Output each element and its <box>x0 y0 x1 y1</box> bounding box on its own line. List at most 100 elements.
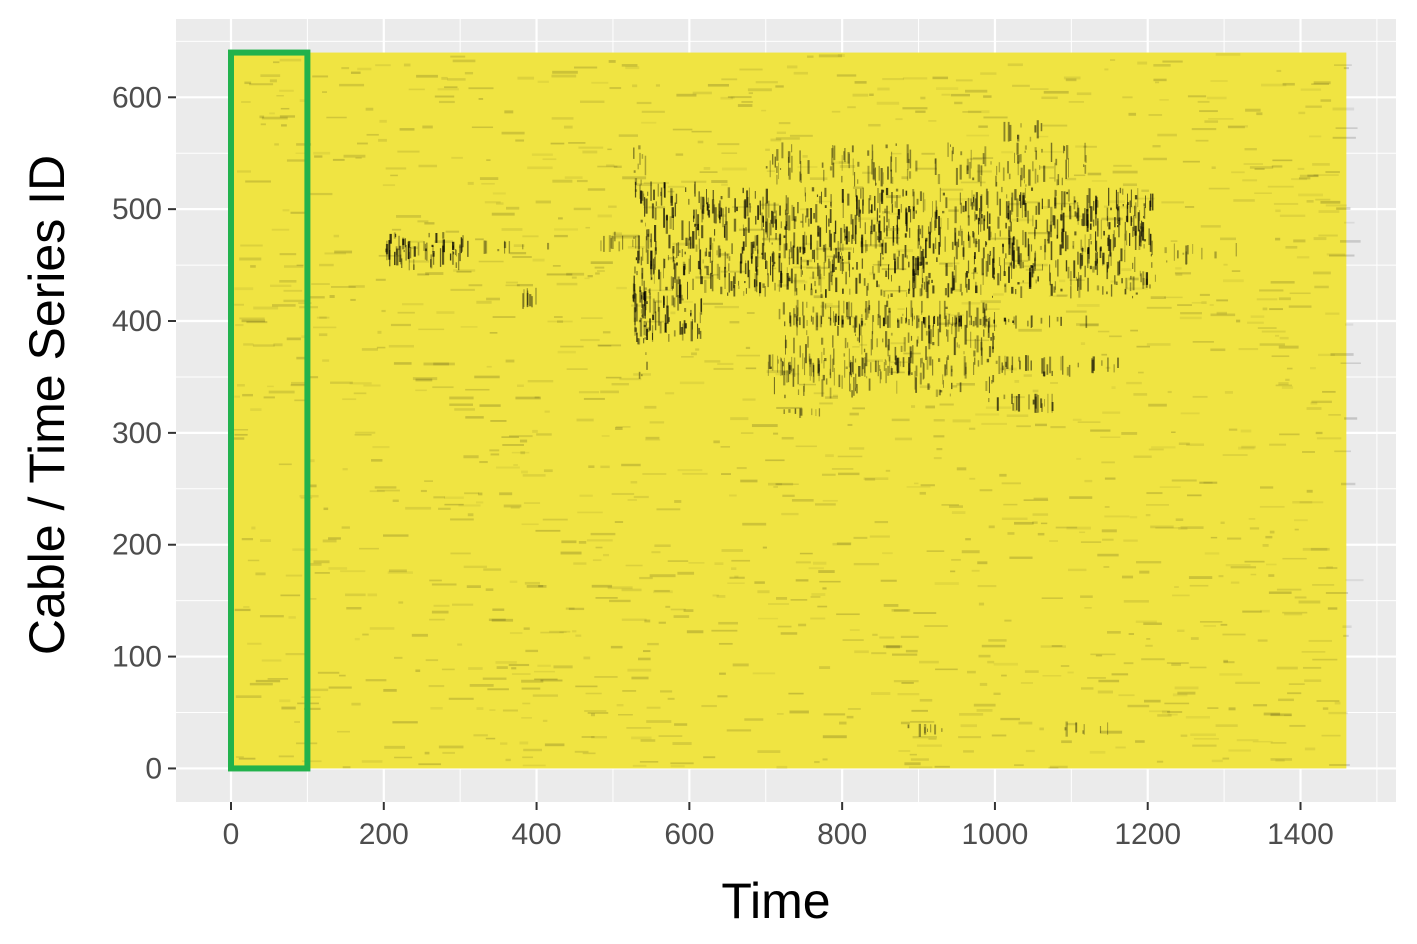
heatmap-streak <box>932 243 935 254</box>
heatmap-streak <box>1030 265 1033 268</box>
heatmap-speckle <box>891 653 918 656</box>
heatmap-streak <box>1008 230 1010 237</box>
heatmap-streak <box>937 328 940 347</box>
heatmap-streak <box>431 244 434 247</box>
heatmap-speckle <box>269 79 277 83</box>
heatmap-speckle <box>636 101 652 105</box>
heatmap-streak <box>800 161 802 180</box>
heatmap-speckle <box>813 392 825 395</box>
heatmap-speckle <box>1001 151 1014 154</box>
heatmap-streak <box>904 245 907 258</box>
heatmap-speckle <box>1049 765 1068 769</box>
heatmap-streak <box>977 360 980 367</box>
heatmap-streak <box>790 268 793 284</box>
heatmap-streak <box>673 330 676 337</box>
heatmap-streak <box>981 214 983 219</box>
heatmap-streak <box>867 307 869 318</box>
heatmap-speckle <box>902 107 928 110</box>
heatmap-streak <box>1150 254 1152 257</box>
heatmap-streak <box>389 250 391 267</box>
heatmap-speckle <box>1138 371 1144 374</box>
heatmap-speckle <box>938 322 958 326</box>
heatmap-streak <box>791 204 794 221</box>
heatmap-streak <box>783 370 786 386</box>
heatmap-streak <box>634 317 636 336</box>
heatmap-streak <box>869 195 872 201</box>
heatmap-streak <box>649 318 651 331</box>
heatmap-streak <box>850 302 853 317</box>
heatmap-speckle <box>775 137 800 140</box>
heatmap-streak <box>1060 214 1063 221</box>
heatmap-speckle <box>837 54 845 58</box>
y-tick-label: 0 <box>145 752 162 785</box>
heatmap-speckle <box>451 156 463 159</box>
heatmap-streak <box>1106 207 1109 221</box>
heatmap-speckle <box>1152 145 1161 148</box>
heatmap-streak <box>756 235 758 246</box>
heatmap-speckle <box>1101 217 1123 221</box>
heatmap-streak <box>804 231 806 251</box>
heatmap-streak <box>989 255 991 265</box>
heatmap-speckle <box>643 181 669 184</box>
heatmap-speckle <box>255 572 266 576</box>
heatmap-speckle <box>279 253 297 256</box>
heatmap-speckle <box>1313 81 1331 85</box>
heatmap-streak <box>980 341 983 351</box>
heatmap-speckle <box>602 553 610 557</box>
heatmap-streak <box>999 230 1001 237</box>
heatmap-streak <box>906 292 908 297</box>
heatmap-speckle <box>955 79 973 82</box>
heatmap-speckle <box>1128 277 1139 281</box>
heatmap-streak <box>833 232 836 243</box>
heatmap-streak <box>872 162 875 180</box>
heatmap-speckle <box>417 220 429 223</box>
heatmap-streak <box>696 224 698 231</box>
heatmap-streak <box>834 220 837 234</box>
heatmap-streak <box>813 365 815 377</box>
heatmap-streak <box>983 307 986 325</box>
heatmap-speckle <box>967 110 990 114</box>
heatmap-streak <box>847 193 850 206</box>
heatmap-streak <box>821 379 824 397</box>
heatmap-streak <box>909 368 911 375</box>
heatmap-speckle <box>519 741 529 745</box>
heatmap-streak <box>719 215 721 224</box>
heatmap-speckle <box>837 455 863 458</box>
heatmap-speckle <box>553 315 563 318</box>
heatmap-streak <box>706 189 707 205</box>
heatmap-streak <box>452 251 454 265</box>
heatmap-speckle <box>484 201 501 204</box>
heatmap-streak <box>645 322 647 326</box>
heatmap-speckle <box>306 376 319 379</box>
heatmap-speckle <box>704 360 721 363</box>
heatmap-streak <box>1040 317 1043 324</box>
heatmap-streak <box>1110 252 1112 266</box>
y-tick-label: 400 <box>112 305 162 338</box>
heatmap-streak <box>806 208 809 218</box>
heatmap-streak <box>876 338 878 348</box>
heatmap-streak <box>698 238 701 250</box>
heatmap-speckle <box>453 269 476 272</box>
heatmap-speckle <box>367 593 378 597</box>
heatmap-speckle <box>744 718 764 721</box>
heatmap-streak <box>882 239 884 256</box>
heatmap-speckle <box>504 110 514 114</box>
heatmap-speckle <box>1195 139 1209 142</box>
heatmap-speckle <box>381 309 386 313</box>
heatmap-streak <box>986 358 990 363</box>
heatmap-speckle <box>415 669 421 673</box>
heatmap-speckle <box>825 396 838 399</box>
heatmap-streak <box>1061 231 1063 243</box>
heatmap-speckle <box>399 128 415 131</box>
heatmap-speckle <box>333 234 340 238</box>
heatmap-speckle <box>428 684 445 688</box>
heatmap-speckle <box>956 382 975 386</box>
heatmap-streak <box>1096 258 1099 276</box>
heatmap-streak <box>1061 177 1063 186</box>
heatmap-streak <box>896 380 898 394</box>
heatmap-speckle <box>1220 521 1225 524</box>
heatmap-speckle <box>965 538 971 541</box>
heatmap-streak <box>694 181 696 197</box>
heatmap-streak <box>1046 219 1049 233</box>
heatmap-streak <box>1046 364 1049 375</box>
